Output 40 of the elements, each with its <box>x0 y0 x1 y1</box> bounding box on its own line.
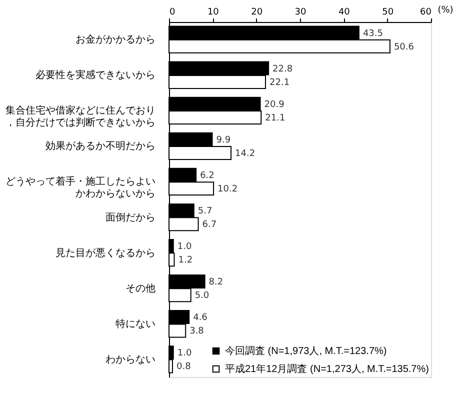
data-label: 4.6 <box>193 313 208 324</box>
y-tick-label: 面倒だから <box>106 212 156 224</box>
y-tick-label: お金がかかるから <box>76 34 156 46</box>
y-tick-label: 効果があるか不明だから <box>46 140 156 152</box>
x-axis-title: (%) <box>438 6 454 16</box>
x-tick-label: 0 <box>170 8 176 18</box>
data-label: 1.0 <box>177 242 192 252</box>
y-tick-label: どうやって着手・施工したらよいかわからないから <box>6 176 156 200</box>
legend-label: 今回調査 (N=1,973人, M.T.=123.7%) <box>225 345 387 357</box>
x-tick-label: 20 <box>251 8 263 18</box>
data-label: 9.9 <box>216 135 231 146</box>
data-label: 1.0 <box>177 348 192 359</box>
y-tick-label: 見た目が悪くなるから <box>56 248 156 259</box>
x-tick-label: 40 <box>338 8 350 18</box>
data-label: 50.6 <box>394 42 414 52</box>
data-label: 0.8 <box>176 362 192 372</box>
data-label: 8.2 <box>208 278 224 288</box>
y-tick-label: その他 <box>126 282 156 294</box>
data-label: 3.8 <box>190 326 204 337</box>
y-tick-label: わからない <box>106 354 156 366</box>
data-label: 43.5 <box>362 28 383 39</box>
data-label: 5.0 <box>194 291 210 302</box>
y-tick-label: 集合住宅や借家などに住んでおり，自分だけでは判断できないから <box>6 104 156 129</box>
data-label: 20.9 <box>264 100 285 110</box>
x-tick-label: 50 <box>382 8 394 18</box>
data-label: 21.1 <box>265 113 286 124</box>
y-tick-label: 必要性を実感できないから <box>36 69 156 82</box>
data-label: 22.1 <box>270 78 290 88</box>
x-tick-label: 60 <box>420 8 432 18</box>
y-tick-label: 特にない <box>116 318 156 330</box>
data-label: 22.8 <box>272 64 293 74</box>
data-label: 5.7 <box>198 206 212 216</box>
data-label: 1.2 <box>178 256 193 266</box>
data-label: 6.2 <box>200 170 214 181</box>
data-label: 6.7 <box>202 220 217 230</box>
data-label: 14.2 <box>235 149 256 160</box>
data-label: 10.2 <box>218 184 238 195</box>
x-tick-label: 30 <box>294 8 306 18</box>
legend-label: 平成21年12月調査 (N=1,273人, M.T.=135.7%) <box>225 363 429 375</box>
x-tick-label: 10 <box>207 8 220 18</box>
